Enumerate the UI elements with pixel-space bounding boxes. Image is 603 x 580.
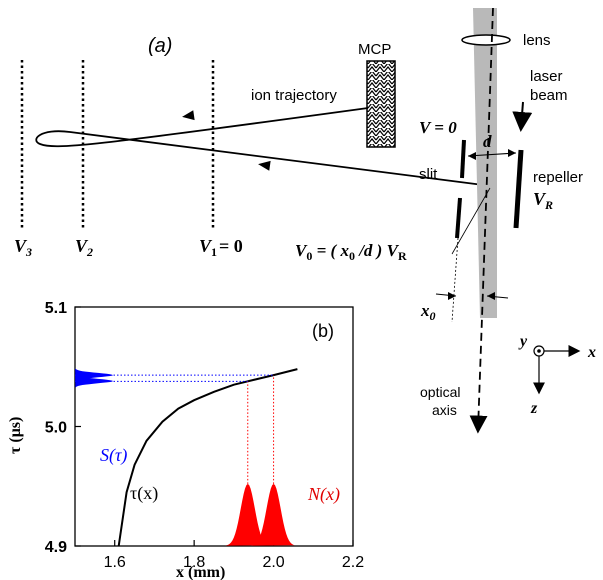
trajectory-arrow-upper bbox=[182, 110, 195, 121]
d-label: d bbox=[483, 132, 492, 151]
lens bbox=[461, 34, 511, 46]
axis-x-label: x bbox=[587, 344, 596, 361]
ion-trajectory-label: ion trajectory bbox=[251, 87, 337, 104]
x0-arrow-right bbox=[487, 292, 495, 300]
panel-a: (a) V3 V2 V1 = 0 MCP ion trajectory lens … bbox=[14, 7, 596, 434]
x-tick-label: 2.2 bbox=[342, 554, 364, 571]
y-tick-label: 5.0 bbox=[45, 420, 67, 437]
axis-y-dot bbox=[537, 349, 541, 353]
v0-leader-line bbox=[451, 187, 491, 255]
axis-ticks: 1.6 1.8 2.0 2.2 4.9 5.0 5.1 bbox=[45, 300, 364, 571]
x-tick-label: 1.6 bbox=[104, 554, 126, 571]
slit-upper bbox=[460, 139, 466, 179]
tau-x-curve bbox=[117, 368, 298, 547]
mcp-label: MCP bbox=[358, 41, 391, 58]
panel-b-chart: 1.6 1.8 2.0 2.24.95.05.1 (b) x (mm) τ (μs) … bbox=[7, 300, 364, 580]
x-tick-label: 2.0 bbox=[262, 554, 284, 571]
panel-a-label: (a) bbox=[148, 35, 172, 57]
panel-b-label: (b) bbox=[312, 321, 334, 341]
slit-label: slit bbox=[419, 166, 438, 183]
v-zero-label: V = 0 bbox=[419, 118, 457, 137]
optical-axis-label-1: optical bbox=[420, 384, 460, 400]
d-arrow-left bbox=[468, 152, 476, 160]
laser-direction-arrow bbox=[512, 101, 533, 132]
axis-y-label: y bbox=[518, 333, 528, 350]
y-tick-label: 5.1 bbox=[45, 300, 67, 317]
x0-guide bbox=[451, 237, 459, 323]
laser-label-2: beam bbox=[530, 87, 568, 104]
y-axis-title: τ (μs) bbox=[7, 417, 24, 454]
v2-label: V2 bbox=[75, 236, 93, 259]
optical-axis-label-2: axis bbox=[432, 402, 457, 418]
x-tick-label: 1.8 bbox=[183, 554, 205, 571]
n-x-label: N(x) bbox=[307, 484, 340, 505]
repeller-label: repeller bbox=[533, 169, 583, 186]
v0-formula: V0 = ( x0 /d ) VR bbox=[295, 241, 407, 263]
v-r-label: VR bbox=[533, 189, 553, 212]
n-x-peak bbox=[225, 483, 269, 546]
s-tau-label: S(τ) bbox=[100, 445, 127, 466]
x0-arrow-left bbox=[448, 292, 456, 300]
plot-frame bbox=[74, 306, 354, 547]
ion-trajectory-path bbox=[35, 107, 492, 187]
s-tau-peak bbox=[75, 374, 113, 388]
optical-axis-line bbox=[469, 7, 494, 434]
chart-marks bbox=[75, 368, 298, 547]
s-tau-peak bbox=[75, 368, 113, 382]
lens-label: lens bbox=[523, 32, 551, 49]
v1-label: V1 = 0 bbox=[199, 236, 243, 259]
axis-z-label: z bbox=[530, 400, 538, 417]
laser-label-1: laser bbox=[530, 68, 563, 85]
mcp-detector bbox=[366, 60, 396, 148]
slit-lower bbox=[455, 197, 462, 239]
repeller-electrode bbox=[513, 149, 524, 229]
d-arrow-right bbox=[508, 149, 516, 157]
trajectory-arrow-lower bbox=[258, 160, 271, 171]
n-x-peak bbox=[251, 483, 295, 546]
tau-x-label: τ(x) bbox=[130, 483, 158, 504]
x0-label: x0 bbox=[420, 301, 436, 323]
y-tick-label: 4.9 bbox=[45, 539, 67, 556]
v3-label: V3 bbox=[14, 236, 32, 259]
x-axis-title: x (mm) bbox=[176, 564, 225, 580]
laser-beam bbox=[473, 8, 497, 318]
